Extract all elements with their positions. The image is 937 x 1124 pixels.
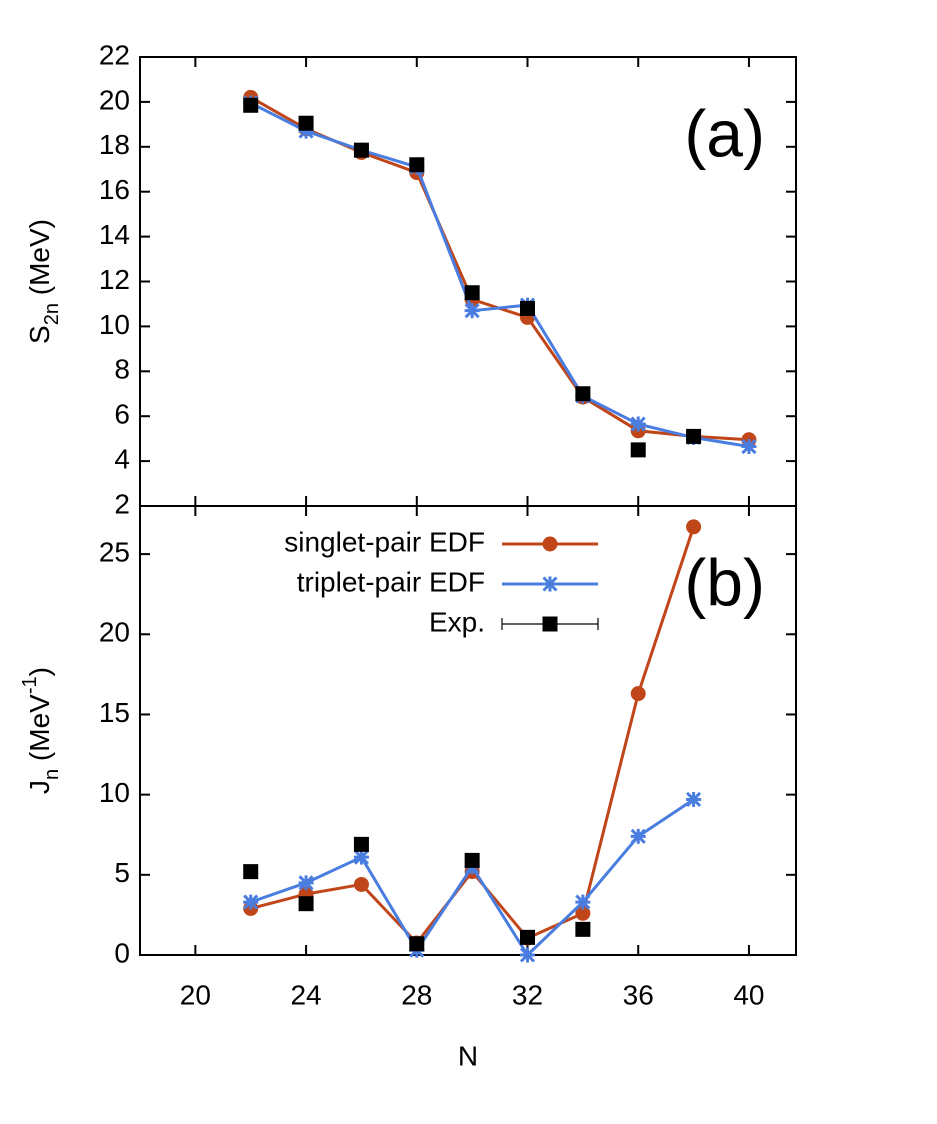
point	[409, 936, 425, 952]
y-tick-label: 20	[99, 84, 130, 115]
x-tick-label: 24	[290, 979, 321, 1010]
y-tick-label: 2	[114, 488, 130, 519]
series-line	[249, 96, 750, 442]
plot-frame	[139, 505, 797, 956]
legend-label: Exp.	[429, 606, 485, 637]
point	[243, 864, 259, 880]
y-tick-label: 14	[99, 219, 130, 250]
point	[243, 894, 259, 910]
panel-annotation: (a)	[684, 96, 765, 170]
point	[520, 300, 536, 316]
legend-marker	[542, 576, 558, 592]
x-tick-label: 32	[512, 979, 543, 1010]
point	[575, 921, 591, 937]
point	[353, 849, 369, 865]
point	[353, 836, 369, 852]
point	[464, 285, 480, 301]
x-tick-label: 40	[733, 979, 764, 1010]
x-axis-label: N	[458, 1040, 478, 1071]
y-axis-label-part: J	[24, 780, 55, 794]
y-axis-label-part: (MeV)	[24, 219, 55, 303]
y-tick-label: 15	[99, 697, 130, 728]
y-axis-label-part: -1	[19, 676, 41, 694]
legend-marker	[542, 616, 558, 632]
point	[686, 791, 702, 808]
x-tick-label: 20	[180, 979, 211, 1010]
point	[575, 386, 591, 402]
y-axis-label-part: (MeV	[24, 694, 55, 769]
legend-label: triplet-pair EDF	[297, 566, 485, 597]
y-tick-label: 10	[99, 777, 130, 808]
point	[520, 929, 536, 945]
point	[298, 123, 314, 139]
y-axis-label: Jn (MeV-1)	[19, 667, 63, 794]
point	[630, 828, 646, 844]
y-axis-label: S2n (MeV)	[24, 219, 63, 344]
point	[519, 947, 536, 963]
point	[464, 852, 480, 868]
y-tick-label: 22	[99, 39, 130, 70]
x-tick-label: 36	[623, 979, 654, 1010]
y-axis-label-part: S	[24, 325, 55, 344]
y-tick-label: 8	[114, 354, 130, 385]
point	[686, 519, 702, 535]
y-axis-label-part: )	[24, 667, 55, 676]
point	[298, 875, 314, 891]
point	[353, 142, 369, 158]
y-tick-label: 25	[99, 536, 130, 567]
y-tick-label: 0	[114, 937, 130, 968]
point	[630, 686, 646, 702]
y-axis-label-part: n	[41, 769, 63, 780]
point	[741, 438, 757, 455]
point	[353, 876, 369, 892]
point	[298, 896, 314, 912]
point	[409, 157, 425, 173]
point	[243, 97, 259, 113]
panel-annotation: (b)	[684, 545, 765, 619]
y-tick-label: 12	[99, 264, 130, 295]
y-axis-label-part: 2n	[41, 303, 63, 325]
point	[686, 428, 702, 444]
y-tick-label: 16	[99, 174, 130, 205]
series-line	[250, 101, 750, 448]
point	[298, 115, 314, 131]
y-tick-label: 20	[99, 617, 130, 648]
y-tick-label: 18	[99, 129, 130, 160]
point	[630, 442, 646, 458]
point	[630, 416, 646, 432]
point	[464, 303, 480, 319]
legend-label: singlet-pair EDF	[284, 526, 485, 557]
y-tick-label: 4	[114, 443, 130, 474]
y-tick-label: 10	[99, 309, 130, 340]
legend-marker	[542, 536, 558, 552]
point	[575, 894, 591, 910]
x-tick-label: 28	[401, 979, 432, 1010]
point	[575, 905, 591, 921]
y-tick-label: 5	[114, 857, 130, 888]
y-tick-label: 6	[114, 399, 130, 430]
